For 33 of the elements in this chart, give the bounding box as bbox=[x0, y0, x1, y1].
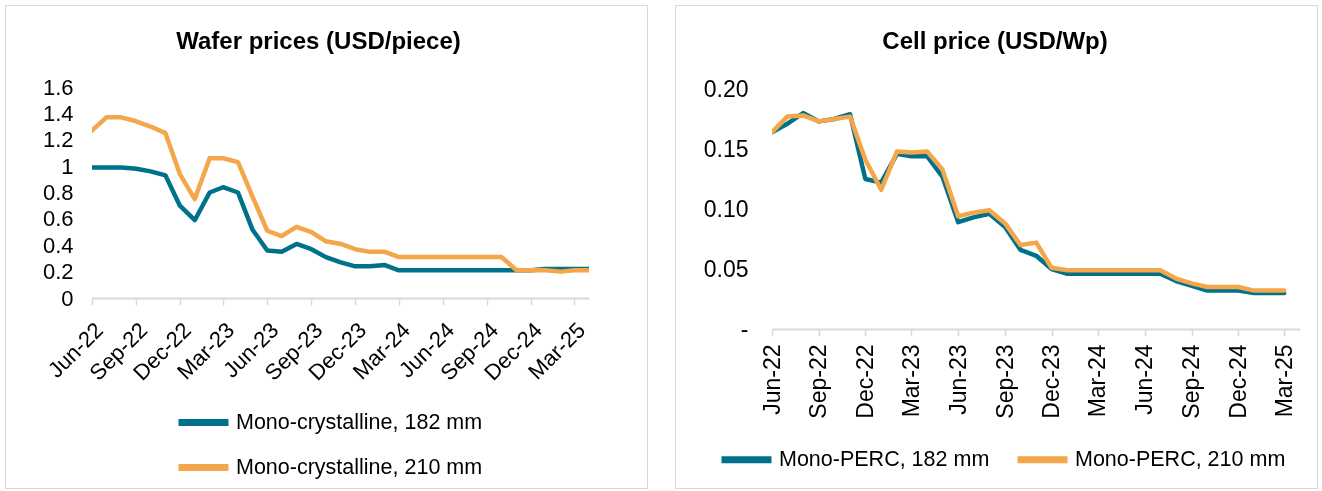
y-tick-label: 1.4 bbox=[42, 100, 74, 126]
x-tick-label: Dec-23 bbox=[1038, 344, 1065, 419]
y-tick-label: 0 bbox=[61, 285, 74, 311]
y-tick-label: 0.6 bbox=[42, 206, 74, 232]
legend-label: Mono-crystalline, 210 mm bbox=[236, 454, 483, 479]
x-tick-label: Mar-25 bbox=[1270, 344, 1297, 418]
y-tick-label: 0.8 bbox=[42, 180, 74, 205]
y-tick-label: 1.2 bbox=[42, 127, 74, 153]
x-tick-label: Sep-24 bbox=[1178, 344, 1205, 419]
chart-title: Cell price (USD/Wp) bbox=[882, 27, 1108, 54]
x-tick-label: Dec-22 bbox=[851, 344, 878, 419]
y-tick-label: 0.15 bbox=[703, 135, 749, 162]
y-tick-label: 0.2 bbox=[42, 259, 74, 285]
legend-label: Mono-PERC, 210 mm bbox=[1075, 446, 1286, 471]
x-tick-label: Sep-22 bbox=[805, 344, 832, 419]
x-tick-label: Dec-24 bbox=[1224, 344, 1251, 419]
y-tick-label: 0.20 bbox=[703, 75, 749, 102]
legend-label: Mono-crystalline, 182 mm bbox=[236, 409, 483, 434]
y-tick-label: - bbox=[740, 315, 749, 342]
line-series bbox=[92, 115, 589, 274]
x-tick-label: Jun-24 bbox=[1131, 344, 1158, 415]
y-tick-label: 0.4 bbox=[42, 232, 74, 258]
x-tick-label: Jun-23 bbox=[944, 344, 971, 415]
x-tick-label: Sep-23 bbox=[991, 344, 1018, 419]
y-tick-label: 0.10 bbox=[703, 195, 749, 222]
chart-title: Wafer prices (USD/piece) bbox=[176, 27, 461, 54]
y-tick-label: 1.6 bbox=[42, 74, 74, 100]
y-tick-label: 1 bbox=[61, 153, 74, 179]
x-tick-label: Jun-22 bbox=[758, 344, 785, 415]
x-tick-label: Mar-24 bbox=[1084, 344, 1111, 418]
x-tick-label: Mar-23 bbox=[897, 344, 924, 418]
legend-label: Mono-PERC, 182 mm bbox=[779, 446, 990, 471]
y-tick-label: 0.05 bbox=[703, 255, 749, 282]
